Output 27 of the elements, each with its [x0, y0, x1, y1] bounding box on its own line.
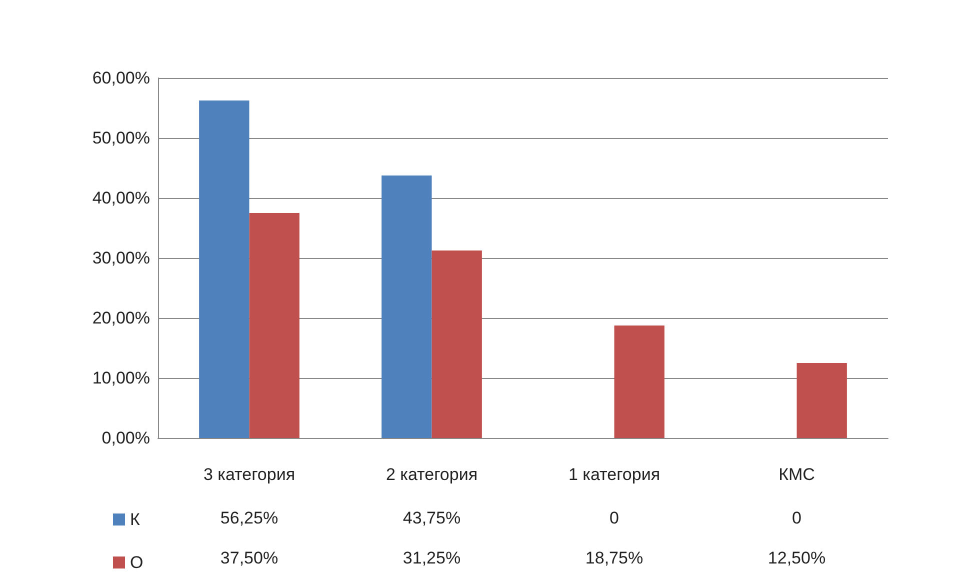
y-tick-label: 30,00% — [92, 248, 150, 268]
bar — [249, 213, 300, 438]
x-tick-label: 2 категория — [386, 465, 478, 484]
data-label: 43,75% — [402, 508, 461, 528]
bar — [382, 176, 432, 438]
data-label: 18,75% — [585, 548, 644, 568]
legend-label: О — [130, 553, 144, 572]
data-label: 12,50% — [768, 548, 826, 568]
bar — [796, 363, 847, 438]
y-tick-label: 40,00% — [92, 188, 150, 208]
y-tick-label: 60,00% — [92, 68, 150, 88]
y-tick-label: 10,00% — [92, 368, 150, 388]
data-label: 37,50% — [220, 548, 278, 568]
data-label: 31,25% — [402, 548, 461, 568]
bar — [199, 100, 250, 438]
y-tick-label: 20,00% — [92, 308, 150, 328]
y-tick-label: 0,00% — [102, 428, 150, 448]
data-label: 0 — [792, 508, 802, 528]
legend-label: К — [130, 510, 140, 529]
y-tick-label: 50,00% — [92, 128, 150, 148]
bar — [614, 326, 664, 438]
x-tick-label: КМС — [778, 465, 815, 484]
x-tick-label: 1 категория — [568, 465, 660, 484]
bar — [432, 250, 482, 438]
data-label: 0 — [610, 508, 619, 528]
x-tick-label: 3 категория — [203, 465, 296, 484]
data-label: 56,25% — [220, 508, 278, 528]
